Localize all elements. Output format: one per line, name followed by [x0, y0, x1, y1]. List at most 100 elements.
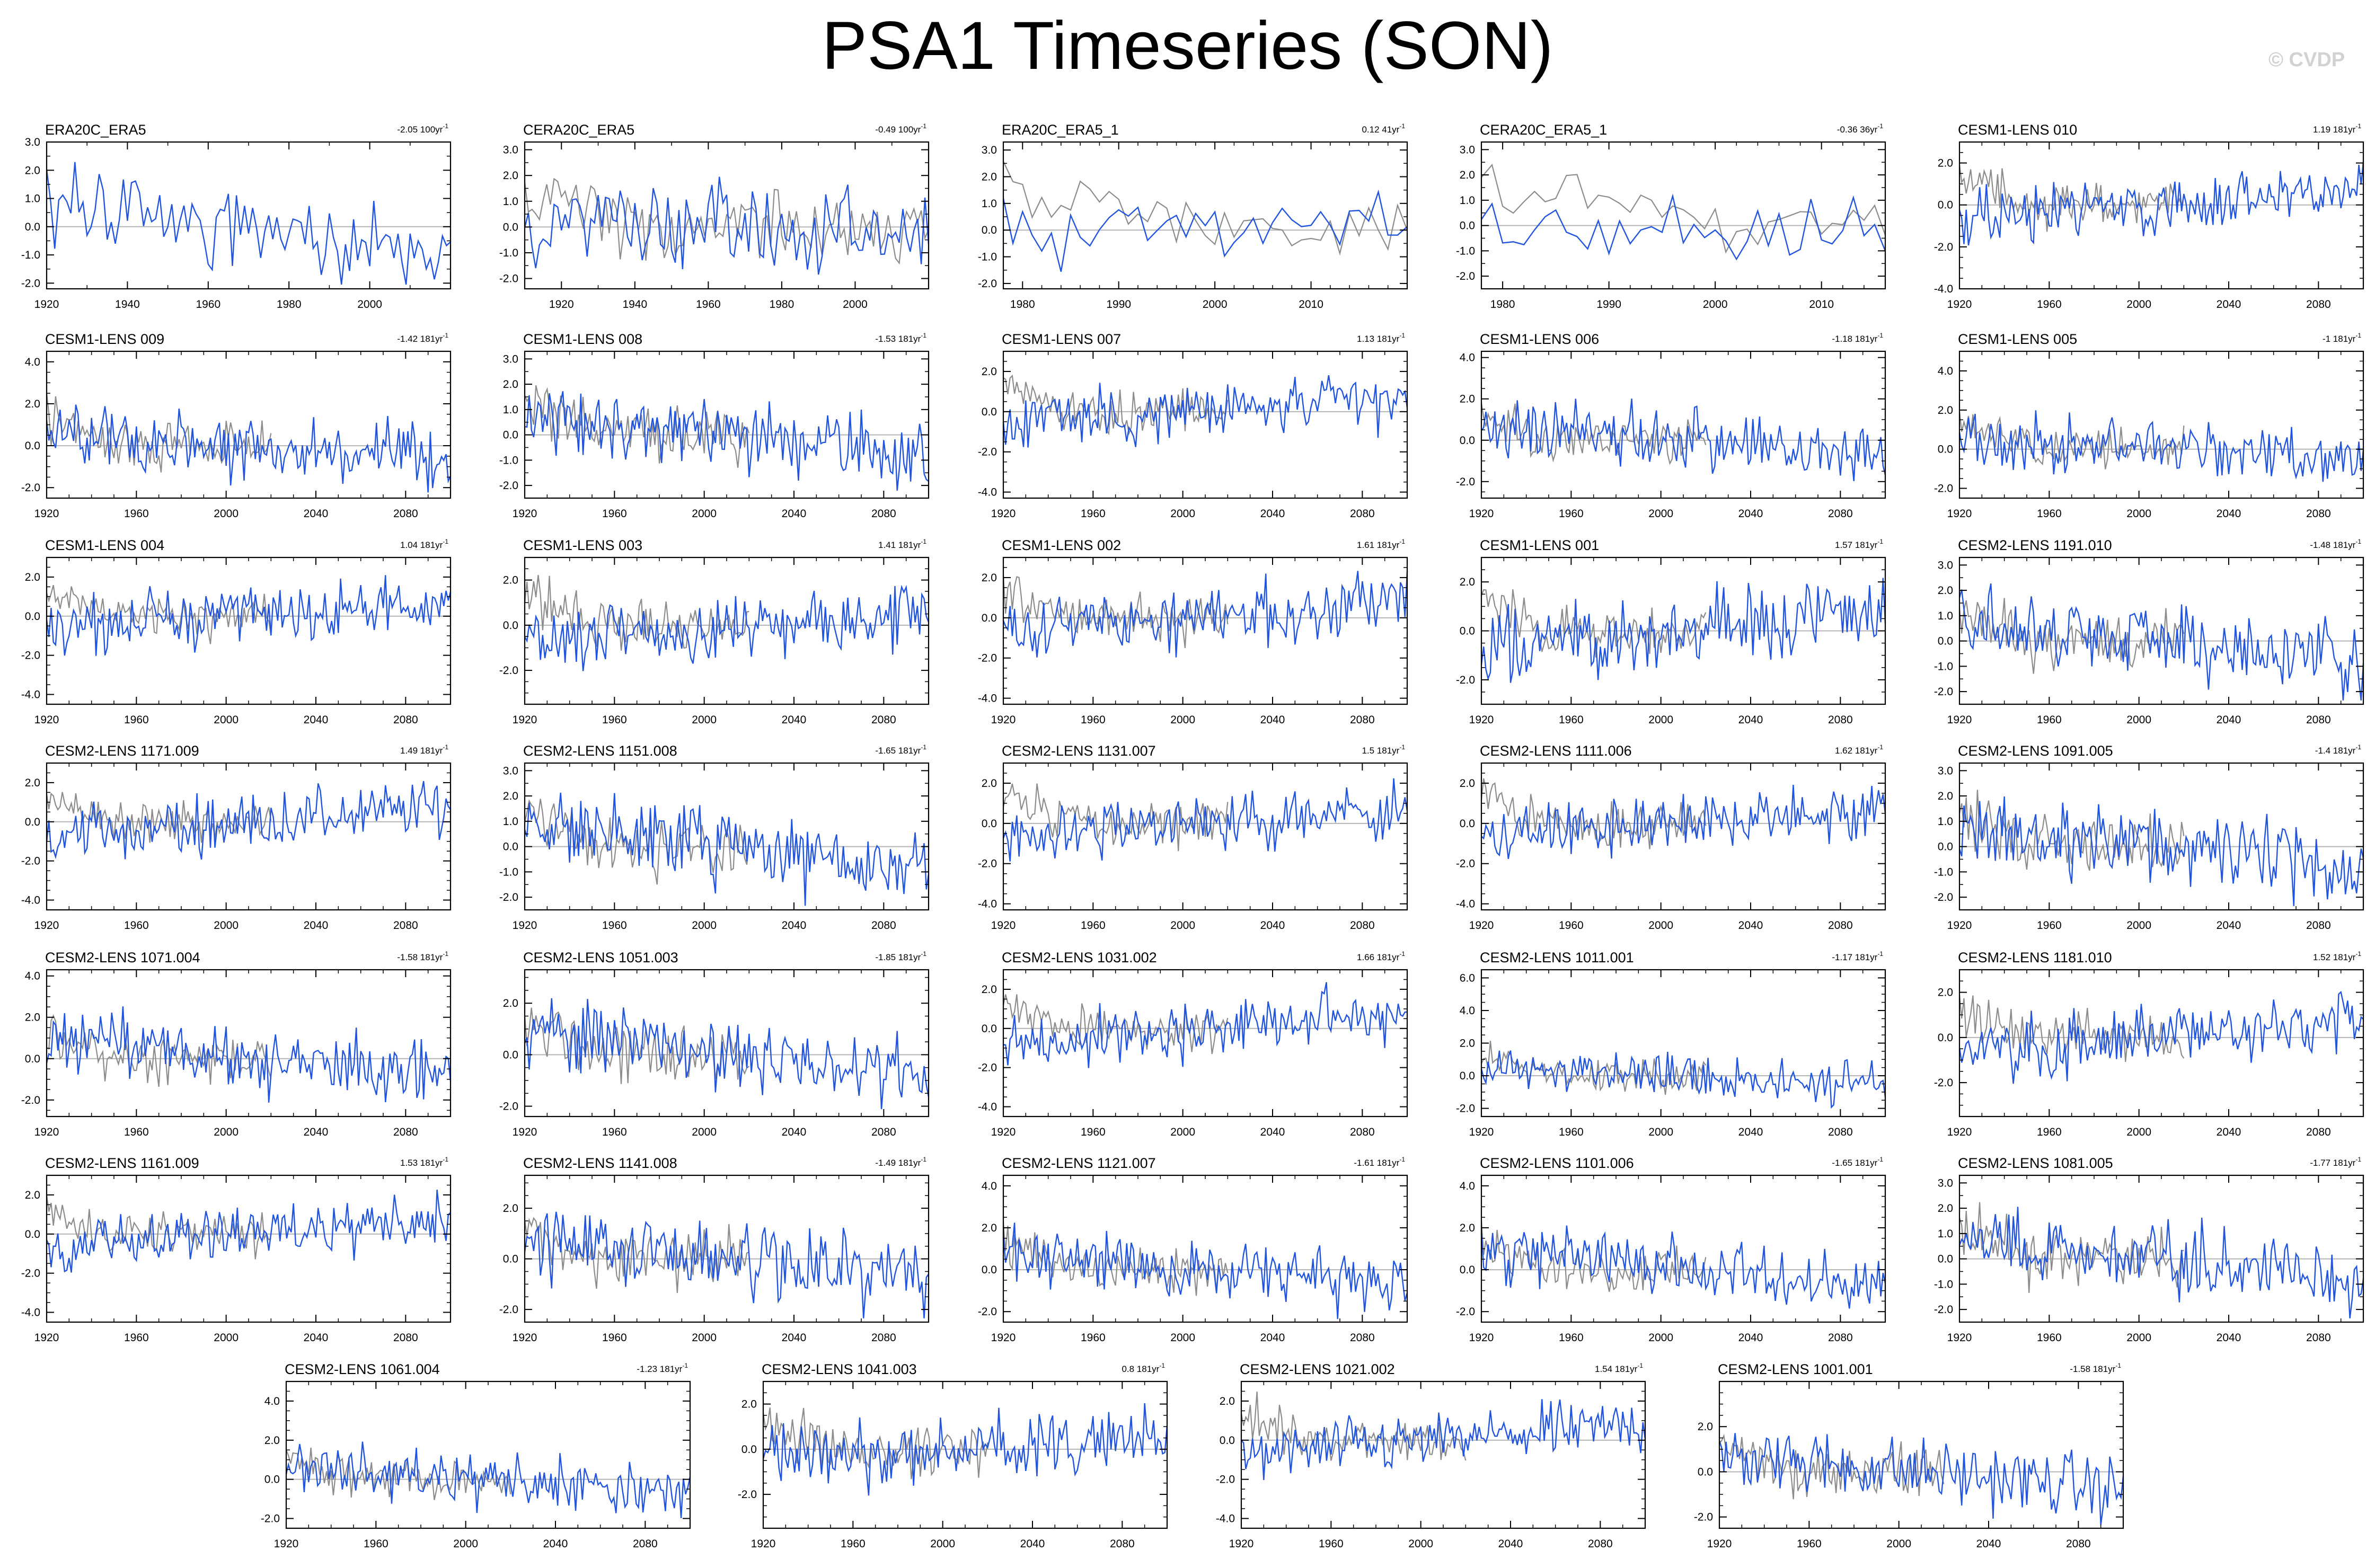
panel-title: CESM2-LENS 1101.006	[1480, 1155, 1634, 1171]
panel-title: CESM2-LENS 1001.001	[1718, 1361, 1873, 1377]
x-tick-label: 1920	[34, 919, 59, 932]
panel-title: CESM1-LENS 009	[45, 331, 164, 347]
x-tick-label: 1920	[1469, 508, 1494, 520]
x-tick-label: 2040	[1260, 1332, 1285, 1344]
y-tick-label: -2.0	[978, 1306, 997, 1318]
plot-frame	[1002, 1174, 1408, 1323]
y-tick-label: 0.0	[503, 429, 518, 441]
observed-series-line	[1958, 411, 2185, 469]
y-tick-label: -2.0	[1456, 476, 1475, 488]
panel: CESM2-LENS 1031.002 1.66 181yr-1 1920 1960 2…	[978, 950, 1408, 1138]
x-tick-label: 2000	[692, 1126, 717, 1138]
panel-title: CESM2-LENS 1161.009	[45, 1155, 199, 1171]
panel-title: CESM2-LENS 1131.007	[1002, 743, 1156, 759]
panel-title: CERA20C_ERA5_1	[1480, 122, 1607, 138]
x-tick-label: 2040	[2217, 714, 2241, 726]
panel-title: CESM1-LENS 006	[1480, 331, 1599, 347]
y-tick-label: 0.0	[25, 610, 40, 623]
x-tick-label: 2040	[782, 1126, 807, 1138]
x-tick-label: 2000	[930, 1538, 955, 1550]
trend-exponent: -1	[2355, 1156, 2361, 1163]
x-tick-label: 1920	[1469, 919, 1494, 932]
panel-title: CESM2-LENS 1061.004	[285, 1361, 440, 1377]
ensemble-series-line	[46, 162, 451, 285]
x-tick-label: 1920	[513, 919, 537, 932]
x-tick-label: 2040	[1738, 1332, 1763, 1344]
observed-series-line	[1002, 574, 1229, 648]
trend-label: 0.12 41yr-1	[1362, 122, 1405, 135]
x-tick-label: 2080	[2306, 1332, 2331, 1344]
y-tick-label: 2.0	[982, 777, 997, 790]
ensemble-series-line	[1958, 1207, 2364, 1318]
y-tick-label: 0.0	[982, 818, 997, 830]
x-tick-label: 2080	[1350, 714, 1375, 726]
panel-title: CESM1-LENS 005	[1958, 331, 2077, 347]
x-tick-label: 2000	[2126, 298, 2151, 311]
y-tick-label: 0.0	[25, 221, 40, 233]
y-tick-label: 0.0	[503, 619, 518, 632]
panel-title: CESM2-LENS 1091.005	[1958, 743, 2113, 759]
x-tick-label: 1920	[991, 1332, 1016, 1344]
plot-frame	[1718, 1380, 2124, 1529]
x-tick-label: 2080	[393, 919, 418, 932]
y-tick-label: 2.0	[25, 164, 40, 176]
y-tick-label: 0.0	[1938, 635, 1953, 648]
x-tick-label: 1960	[2037, 1332, 2062, 1344]
trend-label: -1.49 181yr-1	[875, 1156, 926, 1168]
y-tick-label: 0.0	[503, 841, 518, 853]
x-tick-label: 2040	[1498, 1538, 1523, 1550]
y-tick-label: 1.0	[982, 198, 997, 210]
y-tick-label: -2.0	[1934, 1304, 1953, 1316]
x-tick-label: 2000	[214, 508, 239, 520]
trend-exponent: -1	[2115, 1362, 2121, 1369]
trend-exponent: -1	[1877, 950, 1883, 958]
x-tick-label: 1960	[1081, 1332, 1106, 1344]
y-tick-label: -2.0	[1456, 270, 1475, 282]
y-tick-label: -2.0	[738, 1489, 757, 1501]
panel-title: CESM2-LENS 1141.008	[523, 1155, 677, 1171]
y-tick-label: 4.0	[25, 970, 40, 982]
plot-frame	[524, 1174, 930, 1323]
trend-exponent: -1	[2355, 332, 2361, 339]
x-tick-label: 2040	[2217, 298, 2241, 311]
panel: CESM1-LENS 007 1.13 181yr-1 1920 1960 2000 20…	[978, 331, 1408, 520]
x-tick-label: 1960	[1559, 508, 1584, 520]
y-tick-label: 3.0	[1938, 559, 1953, 571]
y-tick-label: 1.0	[25, 193, 40, 205]
x-tick-label: 2080	[871, 714, 896, 726]
y-tick-label: 0.0	[503, 1253, 518, 1265]
trend-exponent: -1	[1399, 538, 1405, 545]
x-tick-label: 2040	[304, 508, 329, 520]
trend-label: 1.62 181yr-1	[1835, 743, 1883, 756]
x-tick-label: 2040	[1738, 919, 1763, 932]
x-tick-label: 2040	[1260, 508, 1285, 520]
trend-exponent: -1	[443, 538, 448, 545]
x-tick-label: 1960	[1797, 1538, 1822, 1550]
observed-series-line	[1481, 163, 1886, 254]
panel-title: CESM2-LENS 1071.004	[45, 950, 200, 965]
trend-label: -1.48 181yr-1	[2310, 538, 2361, 550]
plot-frame	[1002, 350, 1408, 499]
x-tick-label: 2000	[1170, 1126, 1195, 1138]
x-tick-label: 1920	[991, 919, 1016, 932]
trend-label: -1.65 181yr-1	[1832, 1156, 1883, 1168]
trend-label: 1.53 181yr-1	[400, 1156, 448, 1168]
x-tick-label: 2080	[871, 508, 896, 520]
y-tick-label: -2.0	[1456, 1306, 1475, 1318]
panel-title: CESM1-LENS 002	[1002, 537, 1121, 553]
y-tick-label: 2.0	[25, 1189, 40, 1201]
y-tick-label: 2.0	[1460, 169, 1475, 181]
trend-exponent: -1	[1877, 538, 1883, 545]
y-tick-label: -4.0	[978, 486, 997, 499]
y-tick-label: 3.0	[1938, 765, 1953, 777]
trend-label: -1.85 181yr-1	[875, 950, 926, 962]
x-tick-label: 1960	[1081, 1126, 1106, 1138]
x-tick-label: 1960	[1559, 919, 1584, 932]
x-tick-label: 1960	[124, 714, 149, 726]
plot-frame	[1002, 141, 1408, 290]
x-tick-label: 2040	[1260, 714, 1285, 726]
panel: CESM1-LENS 003 1.41 181yr-1 1920 1960 2000 20…	[499, 537, 930, 726]
x-tick-label: 2000	[692, 1332, 717, 1344]
y-tick-label: -2.0	[1934, 241, 1953, 253]
trend-label: -1.17 181yr-1	[1832, 950, 1883, 962]
